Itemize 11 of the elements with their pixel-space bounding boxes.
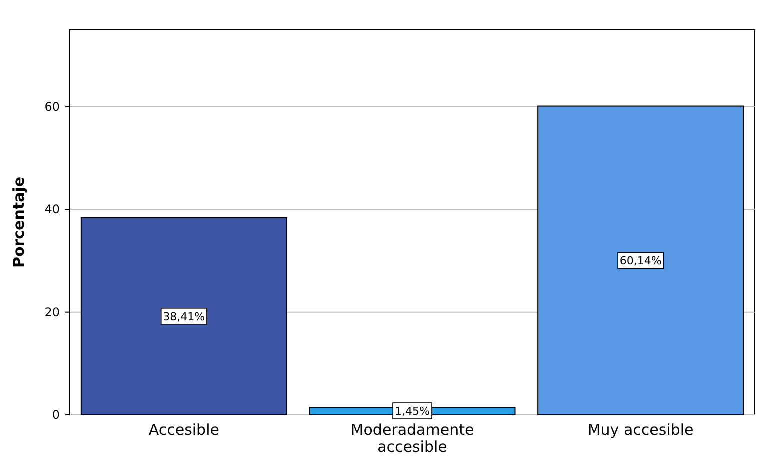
x-tick-label: Moderadamente accesible	[350, 421, 474, 456]
x-tick-label: Accesible	[148, 421, 220, 439]
y-tick-label: 0	[52, 408, 60, 422]
y-tick-label: 20	[44, 305, 60, 320]
data-label: 1,45%	[395, 405, 430, 418]
y-tick-label: 60	[44, 100, 60, 114]
data-label: 60,14%	[620, 254, 662, 268]
data-label: 38,41%	[163, 310, 206, 324]
y-tick-label: 40	[44, 202, 60, 217]
y-axis-title: Porcentaje	[10, 176, 28, 268]
x-tick-label: Muy accesible	[588, 421, 694, 439]
